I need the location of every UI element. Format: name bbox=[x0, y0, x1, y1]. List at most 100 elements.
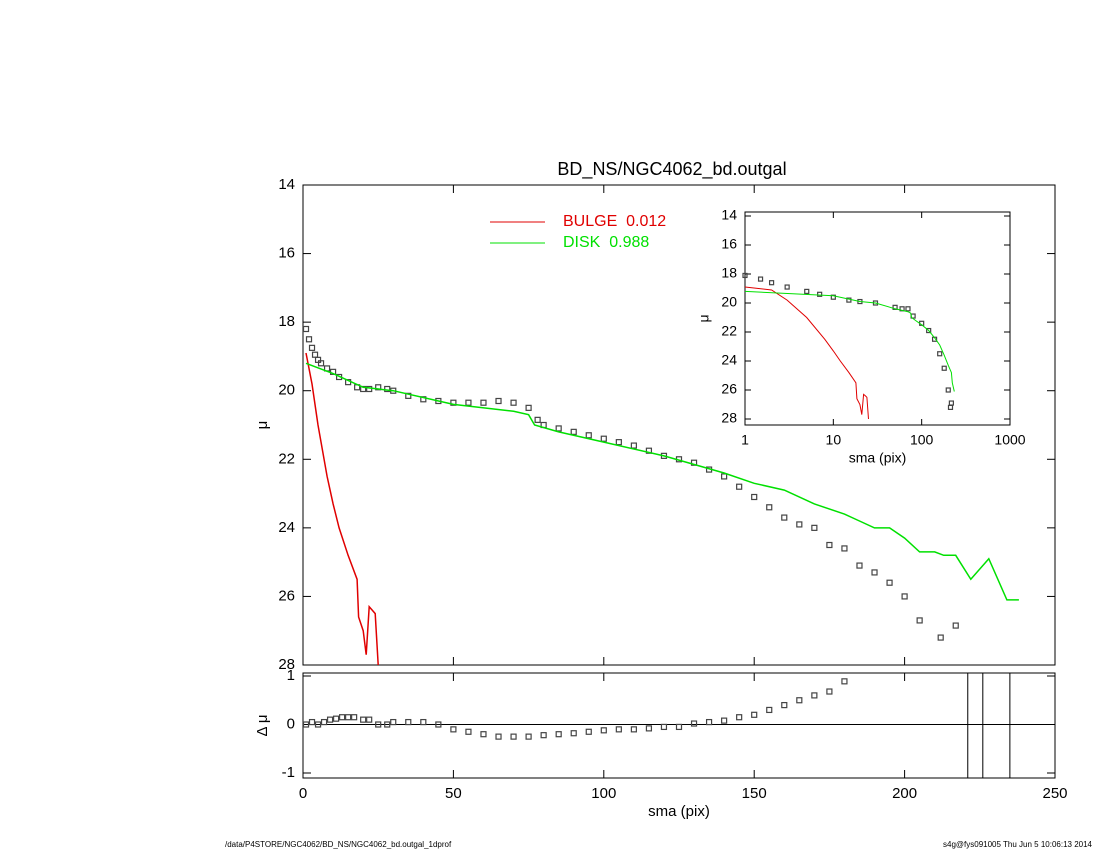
footer-right: s4g@fys091005 Thu Jun 5 10:06:13 2014 bbox=[943, 840, 1093, 849]
data-point bbox=[830, 294, 836, 300]
chart-title: BD_NS/NGC4062_bd.outgal bbox=[557, 159, 786, 180]
data-point bbox=[305, 336, 313, 343]
y-tick-label: 24 bbox=[721, 352, 737, 368]
data-point bbox=[721, 717, 728, 724]
data-point bbox=[555, 425, 562, 432]
data-point bbox=[811, 524, 818, 531]
y-tick-label: 22 bbox=[721, 323, 737, 339]
model-line bbox=[744, 286, 869, 420]
data-point bbox=[435, 721, 442, 728]
data-point bbox=[390, 718, 397, 726]
data-point bbox=[555, 731, 562, 738]
data-point bbox=[768, 280, 775, 286]
data-point bbox=[948, 400, 954, 406]
data-point bbox=[465, 399, 472, 406]
y-tick-label: 16 bbox=[721, 236, 737, 252]
data-point bbox=[926, 327, 932, 334]
data-point bbox=[751, 493, 758, 501]
data-point bbox=[375, 384, 382, 391]
x-tick-label: 100 bbox=[910, 432, 934, 448]
data-point bbox=[817, 291, 823, 297]
y-tick-label: 0 bbox=[287, 715, 295, 732]
data-point bbox=[630, 442, 637, 449]
y-axis-label: μ bbox=[696, 314, 712, 322]
data-point bbox=[945, 387, 951, 393]
data-point bbox=[751, 711, 758, 718]
data-point bbox=[480, 731, 487, 738]
data-point bbox=[841, 678, 848, 685]
data-point bbox=[660, 723, 668, 731]
plot-frame bbox=[744, 211, 1011, 426]
data-point bbox=[585, 728, 592, 735]
data-point bbox=[302, 325, 310, 333]
y-tick-label: 18 bbox=[721, 265, 737, 281]
x-tick-label: 100 bbox=[591, 785, 616, 802]
data-point bbox=[901, 593, 908, 600]
y-tick-label: 28 bbox=[278, 656, 295, 673]
model-line bbox=[744, 290, 955, 392]
data-point bbox=[314, 721, 322, 728]
data-point bbox=[937, 351, 943, 357]
legend-label: DISK 0.988 bbox=[563, 234, 649, 251]
data-point bbox=[308, 718, 316, 726]
data-point bbox=[480, 399, 487, 406]
data-point bbox=[600, 727, 607, 734]
data-point bbox=[495, 397, 502, 405]
data-point bbox=[311, 351, 319, 358]
y-tick-label: 26 bbox=[721, 381, 737, 397]
data-point bbox=[826, 541, 833, 549]
x-tick-label: 50 bbox=[445, 785, 462, 802]
x-tick-label: 250 bbox=[1042, 785, 1067, 802]
data-point bbox=[757, 276, 764, 282]
data-point bbox=[534, 416, 541, 423]
data-point bbox=[645, 447, 653, 454]
x-tick-label: 1000 bbox=[994, 432, 1025, 448]
data-point bbox=[360, 716, 367, 723]
data-point bbox=[846, 297, 852, 303]
data-point bbox=[796, 521, 803, 528]
data-point bbox=[941, 365, 947, 371]
x-tick-label: 0 bbox=[299, 785, 307, 802]
data-point bbox=[937, 634, 944, 641]
y-tick-label: 20 bbox=[721, 294, 737, 310]
y-tick-label: 14 bbox=[721, 207, 737, 223]
data-point bbox=[784, 284, 790, 290]
data-point bbox=[811, 692, 818, 699]
y-tick-label: 20 bbox=[278, 382, 295, 399]
data-point bbox=[690, 720, 698, 727]
data-point bbox=[570, 428, 577, 435]
data-point bbox=[332, 715, 340, 722]
data-point bbox=[615, 726, 622, 733]
data-point bbox=[736, 714, 743, 721]
data-point bbox=[736, 483, 743, 490]
y-axis-label: μ bbox=[254, 421, 271, 430]
data-point bbox=[326, 716, 334, 723]
data-point bbox=[630, 726, 637, 733]
data-point bbox=[375, 721, 382, 728]
data-point bbox=[366, 716, 373, 723]
data-point bbox=[892, 304, 898, 310]
data-point bbox=[781, 701, 788, 709]
data-point bbox=[675, 723, 683, 731]
data-point bbox=[905, 306, 911, 312]
plot-frame bbox=[302, 184, 1056, 666]
plot-frame bbox=[302, 672, 1056, 779]
data-point bbox=[804, 288, 810, 294]
data-point bbox=[796, 697, 803, 704]
y-tick-label: 18 bbox=[278, 313, 295, 330]
data-point bbox=[308, 344, 316, 351]
data-point bbox=[886, 579, 893, 586]
data-point bbox=[405, 718, 412, 726]
data-point bbox=[721, 473, 728, 480]
data-point bbox=[405, 392, 412, 399]
x-tick-label: 10 bbox=[826, 432, 842, 448]
model-line bbox=[305, 352, 379, 666]
x-tick-label: 200 bbox=[892, 785, 917, 802]
data-point bbox=[320, 718, 328, 726]
data-point bbox=[495, 733, 502, 740]
data-point bbox=[615, 439, 622, 446]
data-point bbox=[510, 399, 517, 406]
y-tick-label: 28 bbox=[721, 410, 737, 426]
data-point bbox=[465, 728, 472, 735]
